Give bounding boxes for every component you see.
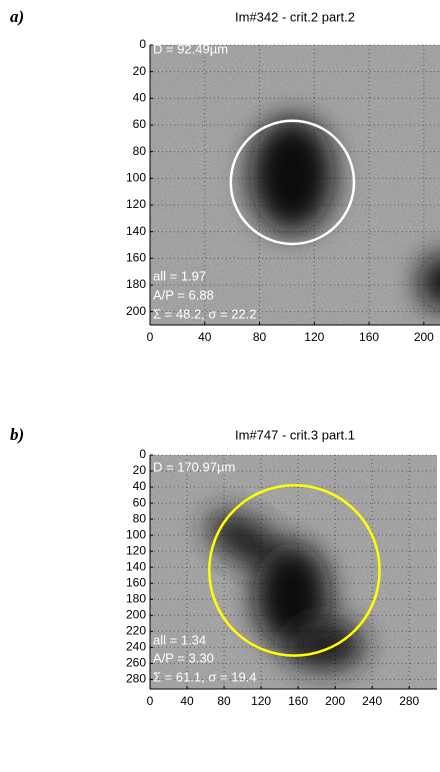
- annotation: all = 1.97: [153, 268, 206, 283]
- y-tick-label: 160: [126, 251, 146, 265]
- y-tick-label: 0: [139, 447, 146, 461]
- y-tick-label: 20: [133, 463, 147, 477]
- y-tick-label: 40: [133, 479, 147, 493]
- micrograph: [150, 455, 437, 689]
- x-tick-label: 80: [217, 694, 231, 708]
- x-tick-label: 120: [251, 694, 271, 708]
- chart-title: Im#342 - crit.2 part.2: [235, 9, 355, 24]
- y-tick-label: 100: [126, 527, 146, 541]
- x-tick-label: 200: [414, 330, 434, 344]
- x-tick-label: 160: [288, 694, 308, 708]
- x-tick-label: 40: [180, 694, 194, 708]
- x-tick-label: 0: [147, 330, 154, 344]
- y-tick-label: 120: [126, 197, 146, 211]
- measure-circle: [229, 119, 356, 246]
- y-tick-label: 80: [133, 144, 147, 158]
- annotation: A/P = 3.30: [153, 650, 214, 665]
- x-tick-label: 80: [253, 330, 267, 344]
- y-tick-label: 280: [126, 672, 146, 686]
- annotation: Σ = 61.1, σ = 19.4: [153, 669, 257, 684]
- y-tick-label: 140: [126, 559, 146, 573]
- y-tick-label: 60: [133, 117, 147, 131]
- y-tick-label: 60: [133, 495, 147, 509]
- x-tick-label: 200: [325, 694, 345, 708]
- x-tick-label: 160: [359, 330, 379, 344]
- y-tick-label: 120: [126, 543, 146, 557]
- y-tick-label: 20: [133, 64, 147, 78]
- y-tick-label: 260: [126, 656, 146, 670]
- y-tick-label: 240: [126, 640, 146, 654]
- y-tick-label: 40: [133, 91, 147, 105]
- y-tick-label: 100: [126, 171, 146, 185]
- y-tick-label: 140: [126, 224, 146, 238]
- measure-circle: [208, 483, 381, 657]
- annotation: A/P = 6.88: [153, 287, 214, 302]
- y-tick-label: 160: [126, 575, 146, 589]
- y-tick-label: 220: [126, 623, 146, 637]
- y-tick-label: 200: [126, 607, 146, 621]
- annotation: D = 170.97µm: [153, 459, 235, 474]
- panel-label: b): [10, 425, 24, 444]
- y-tick-label: 80: [133, 511, 147, 525]
- panel-label: a): [10, 7, 24, 26]
- annotation: all = 1.34: [153, 632, 206, 647]
- x-tick-label: 280: [399, 694, 419, 708]
- y-tick-label: 180: [126, 591, 146, 605]
- x-tick-label: 40: [198, 330, 212, 344]
- y-tick-label: 0: [139, 37, 146, 51]
- x-tick-label: 240: [362, 694, 382, 708]
- annotation: D = 92.49µm: [153, 41, 228, 56]
- micrograph: [150, 45, 440, 325]
- x-tick-label: 0: [147, 694, 154, 708]
- y-tick-label: 200: [126, 304, 146, 318]
- chart-title: Im#747 - crit.3 part.1: [235, 427, 355, 442]
- annotation: Σ = 48.2, σ = 22.2: [153, 306, 257, 321]
- x-tick-label: 120: [304, 330, 324, 344]
- y-tick-label: 180: [126, 277, 146, 291]
